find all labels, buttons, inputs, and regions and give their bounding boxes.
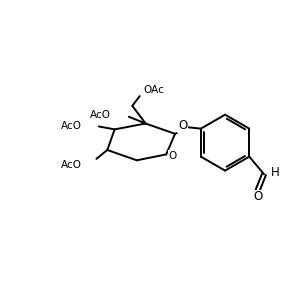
Text: H: H bbox=[271, 166, 280, 179]
Text: O: O bbox=[178, 119, 187, 132]
Text: AcO: AcO bbox=[61, 122, 82, 131]
Text: AcO: AcO bbox=[61, 160, 82, 170]
Text: OAc: OAc bbox=[143, 85, 164, 95]
Text: AcO: AcO bbox=[90, 110, 111, 120]
Text: O: O bbox=[253, 190, 262, 203]
Text: O: O bbox=[169, 151, 177, 161]
